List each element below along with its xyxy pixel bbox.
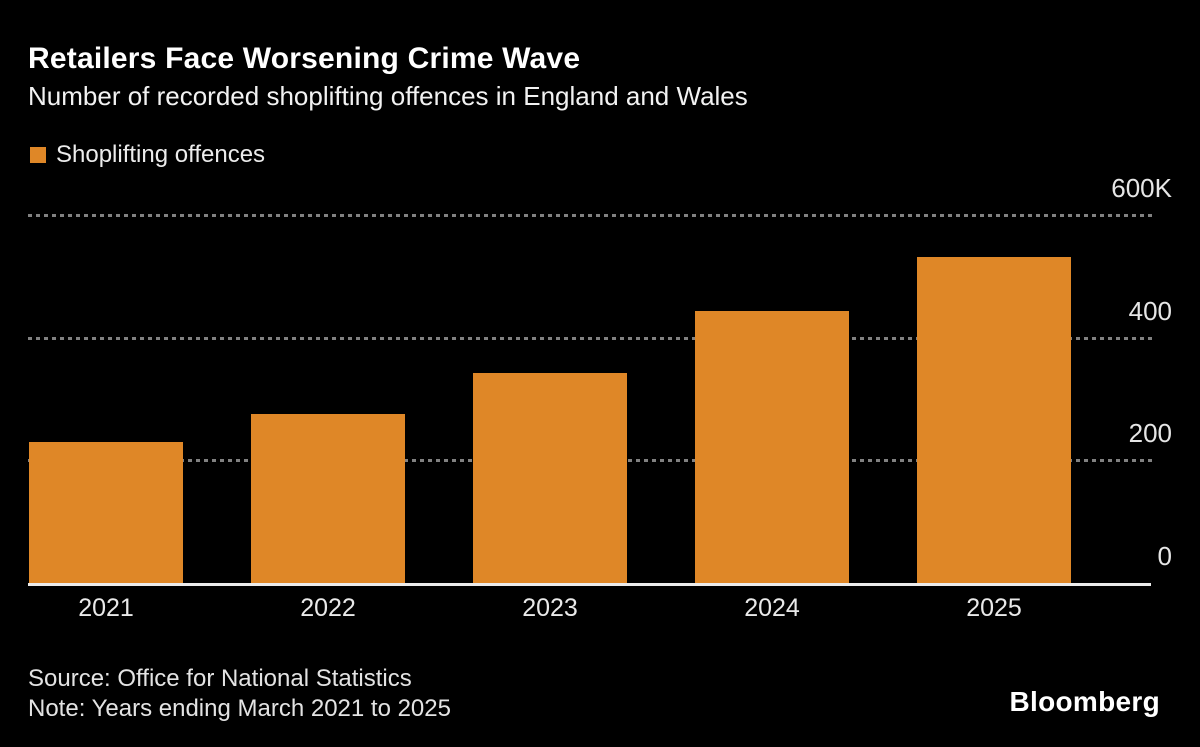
bar-2023 (473, 372, 627, 583)
bar-2022 (251, 414, 405, 583)
x-tick-label-2022: 2022 (300, 594, 356, 622)
note-text: Note: Years ending March 2021 to 2025 (28, 695, 451, 722)
chart-subtitle: Number of recorded shoplifting offences … (28, 81, 748, 111)
bar-2021 (29, 441, 183, 583)
gridline-400 (28, 336, 1153, 340)
x-tick-label-2023: 2023 (522, 594, 578, 622)
x-tick-label-2025: 2025 (966, 594, 1022, 622)
gridline-600k (28, 214, 1153, 217)
y-tick-label-200: 200 (1128, 418, 1172, 449)
legend-swatch-icon (30, 147, 46, 163)
y-tick-label-400: 400 (1128, 295, 1172, 326)
source-text: Source: Office for National Statistics (28, 665, 412, 692)
bar-2024 (695, 310, 849, 583)
footer: Source: Office for National Statistics N… (28, 664, 451, 724)
bar-2025 (917, 257, 1071, 583)
x-tick-label-2024: 2024 (744, 594, 800, 622)
legend: Shoplifting offences (30, 141, 265, 169)
x-tick-label-2021: 2021 (78, 594, 134, 622)
x-axis-line (28, 583, 1151, 586)
chart-title: Retailers Face Worsening Crime Wave (28, 42, 581, 75)
bloomberg-logo: Bloomberg (1009, 686, 1160, 717)
y-tick-label-600k: 600K (1111, 173, 1172, 203)
legend-label: Shoplifting offences (56, 141, 266, 168)
y-tick-label-0: 0 (1157, 541, 1172, 571)
